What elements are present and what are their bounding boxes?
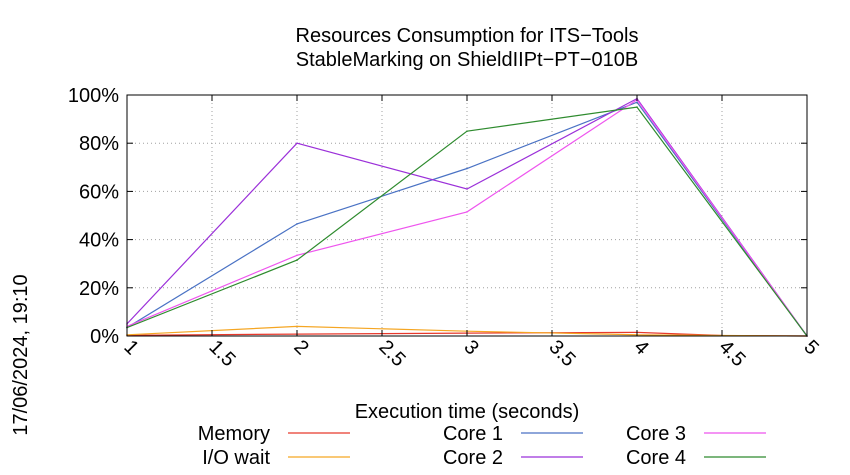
data-point (296, 259, 298, 261)
legend-label: I/O wait (202, 447, 270, 469)
y-tick-label: 60% (79, 181, 119, 203)
x-tick-label: 4.5 (714, 336, 749, 371)
chart-title: Resources Consumption for ITS−Tools Stab… (296, 25, 639, 71)
chart-title-line-2: StableMarking on ShieldIIPt−PT−010B (296, 49, 638, 71)
x-tick-label: 4 (629, 336, 652, 359)
legend-item-memory: Memory (198, 423, 350, 445)
series-line-core-2 (126, 97, 808, 337)
data-point (466, 167, 468, 170)
legend-item-core-3: Core 3 (626, 423, 766, 445)
data-point (296, 325, 298, 328)
x-tick-label: 2 (289, 336, 312, 359)
data-point (636, 106, 638, 108)
timestamp-label: 17/06/2024, 19:10 (10, 274, 32, 435)
legend-item-core-2: Core 2 (443, 447, 583, 469)
x-tick-label: 1.5 (204, 336, 239, 371)
x-tick-label: 1 (119, 336, 142, 359)
data-point (466, 211, 468, 213)
y-tick-label: 100% (68, 85, 119, 107)
chart-title-line-1: Resources Consumption for ITS−Tools (296, 25, 639, 47)
legend-label: Core 1 (443, 423, 503, 445)
axis-ticks: 0% 20% 40% 60% 80% 100% 1 1.5 2 2.5 3 3.5 4 4.5 5 (68, 85, 823, 371)
legend-item-core-1: Core 1 (443, 423, 583, 445)
data-point (466, 188, 468, 190)
x-tick-label: 3.5 (544, 336, 579, 371)
data-point (296, 142, 298, 144)
legend-label: Core 4 (626, 447, 686, 469)
legend-item-core-4: Core 4 (626, 447, 766, 469)
data-point (296, 223, 298, 225)
y-tick-label: 80% (79, 133, 119, 155)
x-tick-label: 5 (799, 336, 822, 359)
data-point (296, 254, 298, 257)
legend-item-i-o-wait: I/O wait (202, 447, 350, 469)
x-tick-label: 3 (459, 336, 482, 359)
data-point (636, 101, 638, 104)
legend-label: Core 2 (443, 447, 503, 469)
legend-label: Memory (198, 423, 270, 445)
series-line-core-4 (126, 106, 808, 337)
y-tick-label: 40% (79, 230, 119, 252)
legend-label: Core 3 (626, 423, 686, 445)
data-point (466, 130, 468, 132)
x-tick-label: 2.5 (374, 336, 409, 371)
series-lines (126, 97, 808, 337)
x-axis-label: Execution time (seconds) (355, 401, 580, 423)
y-tick-label: 0% (90, 326, 119, 348)
y-tick-label: 20% (79, 278, 119, 300)
